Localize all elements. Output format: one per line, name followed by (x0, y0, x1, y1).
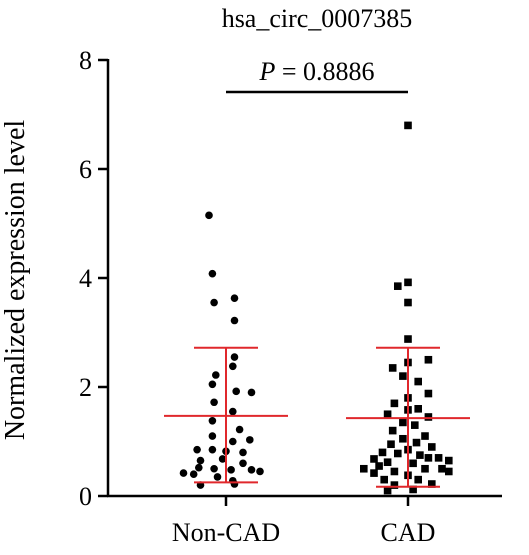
data-point-non-cad (239, 459, 247, 468)
data-point-non-cad (193, 445, 201, 454)
data-point-non-cad (230, 294, 239, 302)
data-point-cad (404, 335, 412, 343)
data-point-cad (383, 458, 392, 467)
data-point-cad (414, 377, 422, 386)
data-point-non-cad (210, 298, 218, 307)
data-point-cad (387, 440, 395, 449)
y-tick-label: 2 (79, 373, 92, 402)
y-axis-label: Normalized expression level (0, 120, 31, 441)
data-point-cad (394, 449, 402, 458)
data-point-non-cad (246, 436, 254, 444)
data-point-cad (412, 438, 421, 447)
data-point-non-cad (208, 445, 217, 454)
data-point-cad (375, 462, 383, 470)
data-point-cad (380, 475, 388, 484)
data-point-cad (438, 464, 446, 473)
data-point-cad (445, 456, 453, 465)
data-point-cad (360, 464, 368, 473)
data-point-non-cad (213, 473, 222, 481)
data-point-cad (434, 454, 443, 462)
data-point-cad (411, 421, 419, 429)
y-axis: 0 2 4 6 8 (79, 46, 110, 511)
data-point-cad (409, 459, 417, 468)
data-point-cad (424, 413, 433, 421)
data-point-non-cad (232, 387, 240, 396)
data-point-cad (388, 364, 397, 372)
data-point-cad (424, 355, 433, 364)
p-value-symbol: P (258, 57, 275, 86)
y-tick-label: 6 (79, 155, 92, 184)
data-point-cad (370, 455, 378, 463)
p-value-number: = 0.8886 (275, 57, 374, 86)
data-point-non-cad (210, 398, 218, 407)
data-point-non-cad (196, 456, 205, 465)
data-point-cad (404, 121, 412, 130)
data-point-non-cad (205, 211, 213, 220)
data-points (179, 121, 453, 495)
data-point-cad (414, 405, 422, 413)
data-point-non-cad (227, 466, 235, 474)
data-point-non-cad (230, 353, 239, 361)
data-point-non-cad (208, 416, 217, 425)
data-point-cad (404, 278, 412, 287)
data-point-cad (404, 298, 412, 307)
data-point-non-cad (218, 455, 227, 463)
data-point-cad (416, 451, 424, 459)
data-point-cad (394, 282, 402, 290)
data-point-cad (383, 410, 392, 419)
data-point-cad (399, 434, 407, 443)
x-tick-label: CAD (381, 518, 436, 547)
data-point-non-cad (247, 388, 256, 397)
data-point-non-cad (212, 371, 220, 379)
chart-title: hsa_circ_0007385 (222, 4, 413, 33)
p-value-annotation: P = 0.8886 (226, 57, 408, 94)
data-point-cad (390, 467, 399, 476)
data-point-non-cad (208, 380, 217, 389)
data-point-cad (399, 372, 407, 380)
y-tick-label: 8 (79, 46, 92, 75)
x-axis: Non-CAD CAD (107, 494, 502, 547)
data-point-cad (390, 399, 399, 408)
data-point-non-cad (195, 463, 203, 472)
data-point-cad (388, 426, 397, 435)
data-point-cad (399, 418, 407, 427)
p-value-text: P = 0.8886 (258, 57, 374, 86)
x-tick-label: Non-CAD (172, 518, 280, 547)
data-point-non-cad (247, 466, 256, 474)
data-point-non-cad (208, 432, 217, 440)
y-tick-label: 4 (79, 264, 92, 293)
data-point-non-cad (229, 407, 237, 416)
data-point-cad (421, 432, 429, 440)
data-point-non-cad (235, 425, 244, 434)
data-point-cad (378, 448, 387, 457)
data-point-cad (409, 485, 417, 494)
data-point-non-cad (229, 437, 237, 446)
data-point-non-cad (230, 480, 239, 488)
data-point-non-cad (239, 448, 247, 457)
data-point-cad (428, 480, 436, 488)
data-point-non-cad (256, 467, 264, 476)
data-point-non-cad (179, 469, 188, 477)
data-point-cad (421, 464, 429, 473)
data-point-cad (390, 481, 399, 489)
data-point-non-cad (229, 362, 237, 371)
data-point-cad (445, 467, 453, 476)
mean-sd-markers (164, 346, 470, 488)
data-point-cad (424, 454, 433, 462)
data-point-non-cad (230, 316, 239, 325)
data-point-cad (370, 469, 378, 477)
data-point-cad (424, 389, 433, 398)
data-point-non-cad (208, 269, 217, 278)
data-point-non-cad (210, 464, 218, 473)
data-point-cad (428, 443, 436, 451)
data-point-non-cad (189, 470, 198, 479)
data-point-cad (414, 475, 422, 484)
y-tick-label: 0 (79, 482, 92, 511)
data-point-cad (383, 486, 392, 495)
